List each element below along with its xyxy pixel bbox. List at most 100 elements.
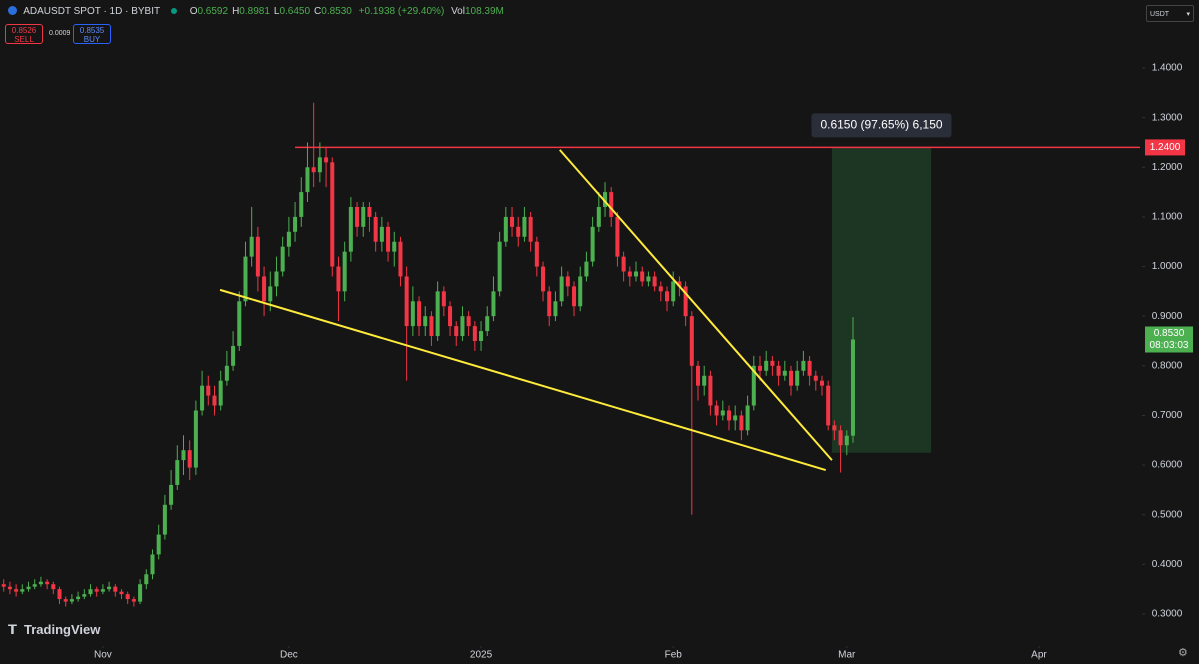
candle-body (88, 589, 93, 595)
branding-text: TradingView (24, 622, 101, 637)
candle-body (534, 241, 539, 267)
x-tick-label: Dec (280, 650, 298, 661)
header: ADAUSDT SPOT · 1D · BYBIT O0.6592 H0.8981… (8, 6, 508, 17)
candle-body (1, 584, 6, 587)
candle-body (590, 226, 595, 262)
candle-body (683, 286, 688, 317)
candle-body (819, 380, 825, 386)
candle-body (187, 450, 192, 468)
candle-body (578, 276, 583, 307)
y-tick-label: 0.7000 (1152, 410, 1183, 421)
ohlc-key: H (232, 6, 240, 17)
measure-label-bg (811, 113, 952, 138)
y-tick-label: 1.2000 (1152, 162, 1183, 173)
candle-body (609, 192, 614, 217)
candle-body (193, 410, 198, 468)
candle-body (745, 405, 750, 431)
candle-body (181, 450, 186, 461)
candle-body (522, 216, 527, 237)
candle-body (386, 226, 391, 252)
candle-body (342, 251, 347, 292)
x-tick-label: Nov (94, 650, 112, 661)
candle-body (224, 365, 229, 381)
candle-body (826, 385, 831, 426)
candle-body (652, 276, 657, 287)
candle-body (237, 301, 242, 346)
candle-body (782, 370, 787, 376)
candle-body (373, 216, 378, 242)
candle-body (807, 360, 812, 376)
candle-body (311, 167, 316, 173)
dropdown-arrow: ▾ (1186, 11, 1190, 18)
candle-body (621, 256, 626, 272)
candle-body (169, 484, 174, 505)
candle-body (801, 360, 806, 371)
candle-body (838, 430, 843, 446)
candle-body (454, 326, 459, 337)
candle-body (714, 405, 719, 416)
candle-body (243, 256, 248, 302)
measure-label: 0.6150 (97.65%) 6,150 (820, 118, 942, 132)
candle-body (212, 395, 217, 406)
candle-body (776, 365, 781, 376)
candle-body (7, 586, 12, 590)
candle-body (677, 281, 682, 287)
candle-body (410, 301, 415, 327)
symbol[interactable]: ADAUSDT SPOT · 1D · BYBIT (23, 6, 161, 17)
candle-body (63, 599, 68, 602)
candle-body (286, 231, 291, 247)
candle-body (770, 360, 775, 366)
candle-body (695, 365, 701, 386)
ohlc-value: 0.8981 (239, 6, 270, 17)
candle-body (572, 286, 577, 307)
candle-body (218, 380, 223, 406)
x-tick-label: Feb (665, 650, 683, 661)
candle-body (541, 266, 546, 292)
candle-body (491, 291, 496, 317)
candle-body (510, 216, 515, 227)
candle-body (156, 534, 161, 555)
buy-label: BUY (83, 35, 101, 44)
y-tick-label: 1.1000 (1152, 212, 1183, 223)
candle-body (739, 415, 744, 431)
candle-body (150, 554, 155, 575)
candle-body (702, 375, 707, 386)
candle-body (200, 385, 205, 411)
candle-body (832, 425, 837, 431)
candle-body (26, 586, 31, 590)
candle-body (255, 236, 260, 277)
ohlc-value: 0.6450 (279, 6, 311, 17)
candle-body (305, 167, 310, 193)
price-tag-bg (1145, 326, 1193, 353)
measure-box (831, 147, 932, 453)
candle-body (441, 291, 446, 307)
candle-body (336, 266, 341, 292)
y-tick-label: 0.8000 (1152, 360, 1183, 371)
candle-body (51, 584, 56, 590)
sell-price: 0.8526 (11, 26, 37, 35)
candle-body (231, 345, 236, 366)
ohlc-value: 0.8530 (321, 6, 352, 17)
candle-body (615, 216, 620, 257)
buy-button[interactable]: 0.8535 BUY (73, 24, 111, 44)
hline-label: 1.2400 (1150, 142, 1181, 153)
currency-select[interactable]: USDT ▾ (1146, 5, 1194, 22)
candle-body (119, 591, 124, 595)
candle-body (125, 594, 130, 600)
candle-body (553, 301, 558, 317)
candle-body (131, 599, 136, 602)
price-tag: 0.8530 (1154, 328, 1185, 339)
candle-body (751, 365, 756, 406)
candle-body (429, 316, 434, 337)
candle-body (162, 504, 167, 535)
change: +0.1938 (+29.40%) (358, 6, 445, 17)
candle-body (472, 326, 477, 341)
candle-body (516, 226, 521, 237)
settings-icon[interactable]: ⚙ (1178, 647, 1188, 659)
candle-body (603, 192, 608, 207)
sell-button[interactable]: 0.8526 SELL (5, 24, 43, 44)
candle-body (317, 157, 322, 173)
candle-body (627, 271, 632, 277)
candle-body (404, 276, 409, 327)
